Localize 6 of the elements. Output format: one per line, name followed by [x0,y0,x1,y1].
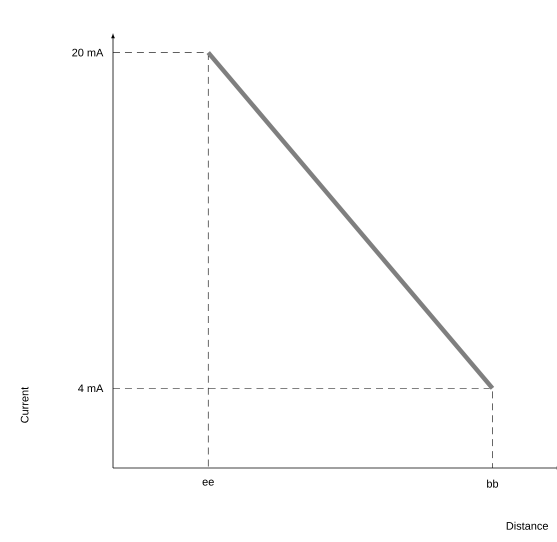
y-tick-label: 4 mA [78,384,104,392]
y-axis-title: Current [20,386,28,423]
x-tick-label: bb [487,480,498,488]
x-axis-title: Distance [506,522,548,530]
y-tick-label: 20 mA [72,48,104,56]
x-tick-label: ee [202,480,214,486]
